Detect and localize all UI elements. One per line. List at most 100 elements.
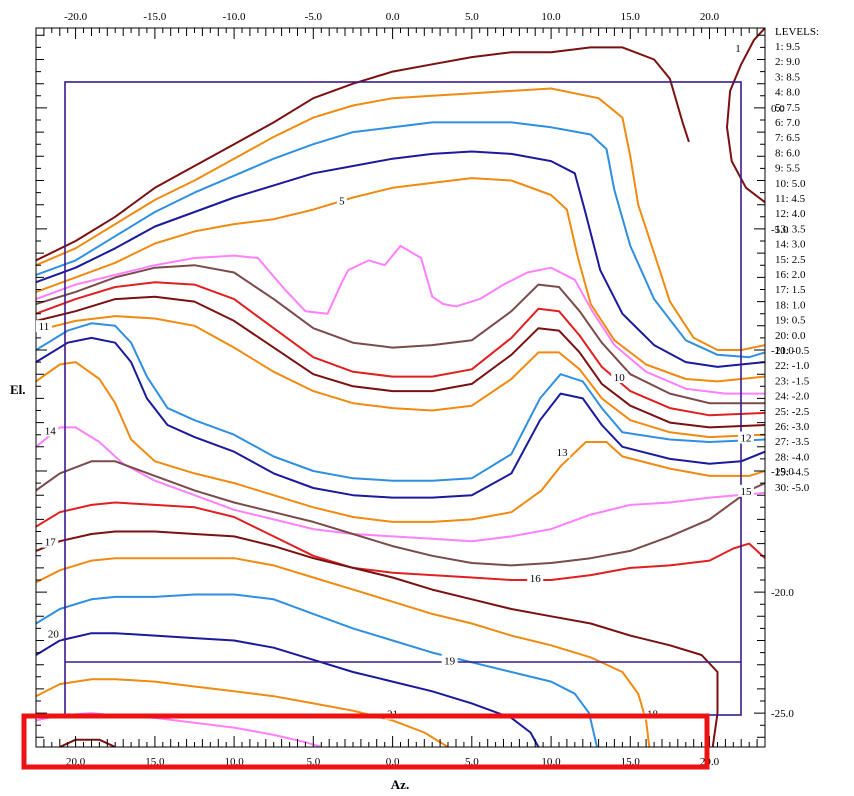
legend-entry: 17: 1.5 [775,284,806,296]
legend-entry: 2: 9.0 [775,56,801,68]
legend-entry: 19: 0.5 [775,315,806,327]
legend-entry: 16: 2.0 [775,269,806,281]
contour-line [36,632,540,747]
contour-label: 17 [45,537,57,549]
x-tick-label-top: -5.0 [305,11,323,23]
y-tick-label: -10.0 [771,345,794,357]
contour-label: 16 [530,573,542,585]
y-tick-label: 0.0 [771,103,785,115]
contour-line [36,121,765,359]
inner-box [64,81,742,716]
legend-entry: 20: 0.0 [775,330,806,342]
legend-entry: 3: 8.5 [775,71,801,83]
contour-label-bg [42,424,59,437]
legend-entry: 7: 6.5 [775,132,801,144]
contour-label-bg [441,654,458,667]
contour-line [36,315,765,439]
contour-line [36,336,765,499]
levels-legend: LEVELS: 1: 9.5 2: 9.0 3: 8.5 4: 8.0 5: 7.5 6:… [775,26,819,494]
contour-label-bg [611,371,628,384]
contour-label-bg [554,446,571,459]
contour-label: 15 [740,486,752,498]
y-tick-label: -20.0 [771,587,794,599]
legend-entry: 14: 3.0 [775,239,806,251]
y-tick-label: -5.0 [771,224,789,236]
contour-label-bg [42,535,59,548]
contour-label: 12 [740,433,751,445]
y-tick-labels: 0.0 -5.0 -10.0 -15.0 -20.0 -25.0 [771,103,794,720]
contour-label: 1 [735,43,741,55]
x-tick-label-top: -10.0 [223,11,246,23]
legend-entry: 1: 9.5 [775,41,801,53]
y-axis-label: El. [10,382,26,397]
contour-label: 5 [339,195,345,207]
contour-label-bg [45,627,62,640]
legend-entry: 29: -4.5 [775,467,810,479]
x-tick-label-top: 15.0 [621,11,641,23]
contour-line [726,28,765,204]
x-tick-label-top: 0.0 [386,11,400,23]
legend-entry: 18: 1.0 [775,299,806,311]
contour-label: 14 [45,425,57,437]
legend-entry: 5: 7.5 [775,102,801,114]
legend-entry: 13: 3.5 [775,223,806,235]
contour-label-bg [737,484,754,497]
contour-line [36,264,765,405]
contour-line [36,678,449,747]
contour-label-bg [336,194,347,207]
legend-title: LEVELS: [775,26,819,38]
x-tick-label-top: 5.0 [465,11,479,23]
legend-entry: 11: 4.5 [775,193,806,205]
legend-entry: 24: -2.0 [775,391,810,403]
legend-entry: 28: -4.0 [775,451,810,463]
y-tick-label: -25.0 [771,708,794,720]
y-tick-label: -15.0 [771,466,794,478]
legend-entry: 6: 7.0 [775,117,801,129]
legend-entry: 27: -3.5 [775,436,810,448]
contour-label-bg [527,571,544,584]
contour-line [36,244,765,395]
contour-line [36,87,765,351]
legend-entry: 10: 5.0 [775,178,806,190]
contour-line [36,426,765,543]
x-tick-label-top: 20.0 [700,11,720,23]
legend-entry: 8: 6.0 [775,147,801,159]
contour-line [36,557,651,747]
legend-entry: 22: -1.0 [775,360,810,372]
legend-entry: 30: -5.0 [775,482,810,494]
legend-entry: 21: -0.5 [775,345,810,357]
legend-entry: 25: -2.5 [775,406,810,418]
contour-lines [36,28,765,747]
contour-label: 20 [48,629,60,641]
contour-label-bg [733,41,744,54]
contour-label: 13 [557,447,569,459]
axis-ticks [35,28,766,747]
contour-line [36,46,690,262]
tick-marks [35,28,766,747]
contour-line [36,150,765,368]
legend-entry: 12: 4.0 [775,208,806,220]
contour-line [36,177,765,383]
legend-entry: 9: 5.5 [775,163,801,175]
contour-line [36,530,719,747]
highlight-box [21,713,710,770]
contour-line [36,501,765,581]
contour-line [36,281,765,417]
contour-line [36,460,765,567]
legend-entry: 23: -1.5 [775,375,810,387]
reference-boxes [64,81,742,716]
x-tick-labels-top: -20.0 -15.0 -10.0 -5.0 0.0 5.0 10.0 15.0 20.0 [64,11,719,23]
contour-line [36,322,765,482]
contour-label: 11 [39,321,50,333]
contour-line [36,295,765,429]
x-tick-label-top: -15.0 [143,11,166,23]
contour-label-bg [737,431,754,444]
x-tick-label-top: 10.0 [541,11,561,23]
contour-label: 10 [614,372,626,384]
legend-entry: 15: 2.5 [775,254,806,266]
legend-entry: 4: 8.0 [775,87,801,99]
x-tick-label-top: -20.0 [64,11,87,23]
contour-label: 19 [444,655,456,667]
contour-label-bg [35,320,52,333]
